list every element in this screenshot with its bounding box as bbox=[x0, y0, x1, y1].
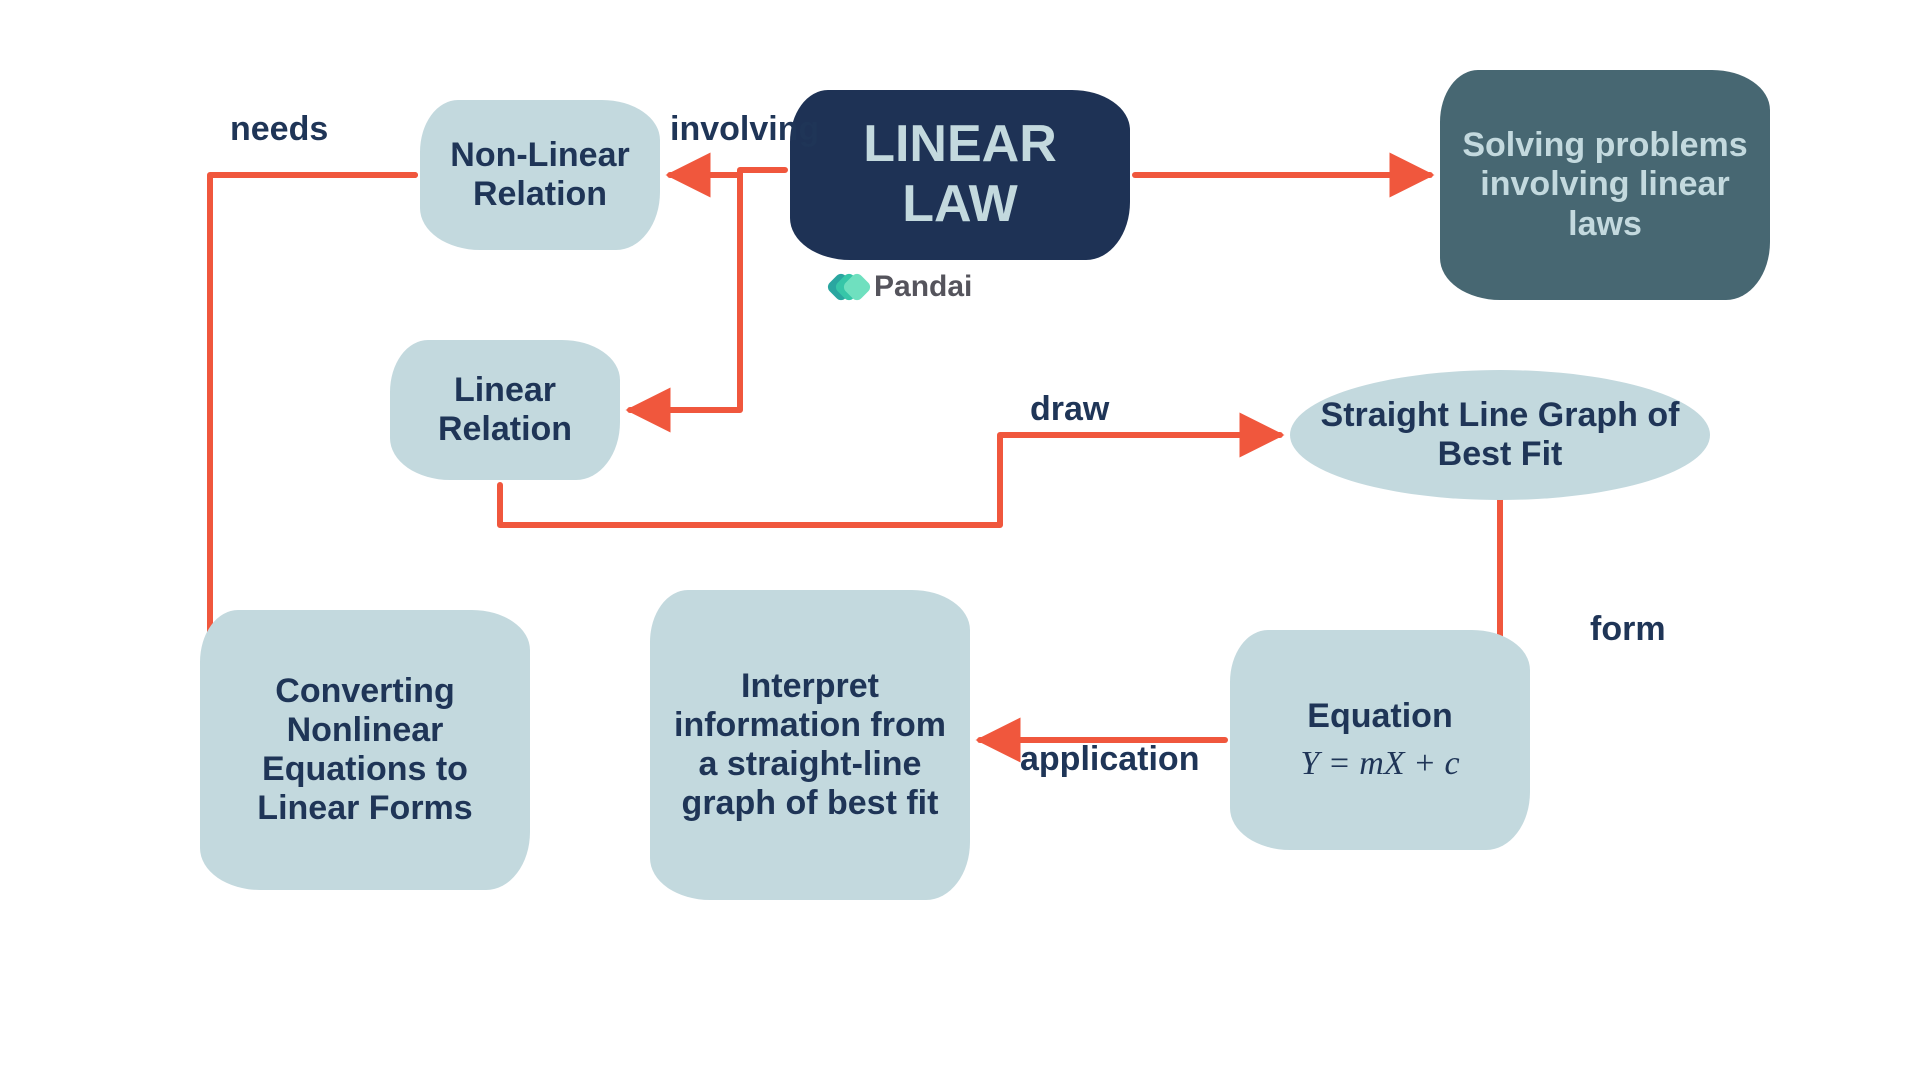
equation-label: Equation bbox=[1307, 697, 1452, 736]
node-solving-problems: Solving problems involving linear laws bbox=[1440, 70, 1770, 300]
linear-text: Linear Relation bbox=[408, 371, 602, 449]
diagram-stage: LINEAR LAW Non-Linear Relation Linear Re… bbox=[0, 0, 1920, 1080]
bestfit-text: Straight Line Graph of Best Fit bbox=[1308, 396, 1692, 474]
node-linear-relation: Linear Relation bbox=[390, 340, 620, 480]
node-straight-line-graph: Straight Line Graph of Best Fit bbox=[1290, 370, 1710, 500]
edge-title-to-nonlinear bbox=[670, 170, 785, 175]
node-non-linear-relation: Non-Linear Relation bbox=[420, 100, 660, 250]
node-equation: Equation Y = mX + c bbox=[1230, 630, 1530, 850]
edge-linear-to-bestfit bbox=[500, 435, 1280, 525]
equation-formula: Y = mX + c bbox=[1300, 744, 1459, 783]
edge-label-form: form bbox=[1590, 610, 1666, 649]
solving-text: Solving problems involving linear laws bbox=[1458, 126, 1752, 243]
edge-label-needs: needs bbox=[230, 110, 328, 149]
title-text: LINEAR LAW bbox=[808, 115, 1112, 235]
edge-label-involving: involving bbox=[670, 110, 819, 149]
node-converting-nonlinear: Converting Nonlinear Equations to Linear… bbox=[200, 610, 530, 890]
node-linear-law-title: LINEAR LAW bbox=[790, 90, 1130, 260]
edge-label-draw: draw bbox=[1030, 390, 1109, 429]
pandai-logo-icon bbox=[830, 270, 864, 304]
pandai-logo: Pandai bbox=[830, 270, 972, 304]
interpret-text: Interpret information from a straight-li… bbox=[668, 667, 952, 823]
edge-label-application: application bbox=[1020, 740, 1199, 779]
convert-text: Converting Nonlinear Equations to Linear… bbox=[218, 672, 512, 828]
nonlinear-text: Non-Linear Relation bbox=[438, 136, 642, 214]
node-interpret-info: Interpret information from a straight-li… bbox=[650, 590, 970, 900]
pandai-logo-text: Pandai bbox=[874, 270, 972, 304]
